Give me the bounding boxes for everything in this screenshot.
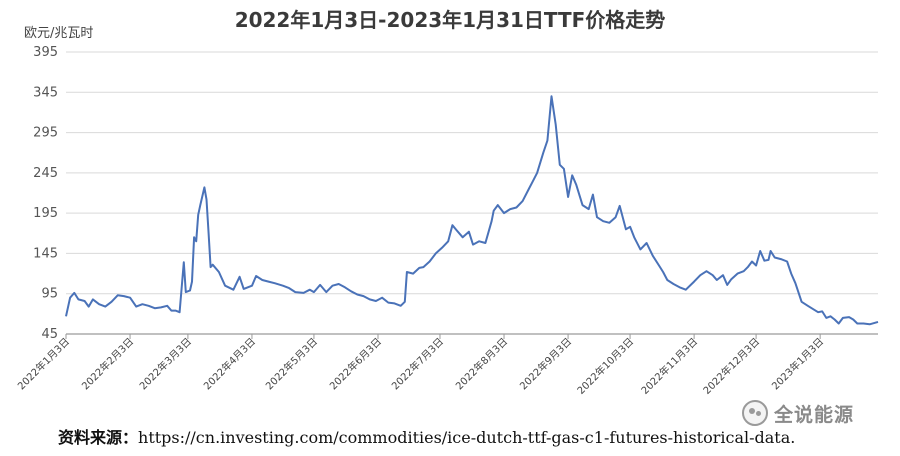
y-tick-label: 45 bbox=[41, 327, 58, 342]
y-tick-label: 395 bbox=[33, 45, 58, 60]
watermark-text: 全说能源 bbox=[774, 403, 855, 426]
y-tick-label: 345 bbox=[33, 85, 58, 100]
wechat-icon bbox=[742, 400, 768, 426]
x-tick-label: 2022年5月3日 bbox=[263, 335, 320, 392]
y-axis-ticks: 45 95 145 195 245 295 345 395 bbox=[33, 45, 58, 342]
grid-lines bbox=[66, 51, 878, 335]
y-tick-label: 145 bbox=[33, 246, 58, 261]
x-tick-label: 2022年9月3日 bbox=[517, 335, 574, 392]
x-tick-label: 2022年12月3日 bbox=[700, 335, 762, 397]
x-tick-label: 2022年3月3日 bbox=[137, 335, 194, 392]
x-tick-label: 2022年1月3日 bbox=[15, 335, 72, 392]
source-label: 资料来源： bbox=[58, 428, 139, 447]
x-tick-label: 2022年4月3日 bbox=[201, 335, 258, 392]
x-tick-label: 2022年8月3日 bbox=[453, 335, 510, 392]
x-tick-label: 2022年11月3日 bbox=[638, 335, 700, 397]
y-tick-label: 95 bbox=[41, 287, 58, 302]
source-note: 资料来源：https://cn.investing.com/commoditie… bbox=[58, 424, 795, 448]
x-tick-label: 2022年2月3日 bbox=[79, 335, 136, 392]
x-tick-label: 2022年10月3日 bbox=[574, 335, 636, 397]
price-series-line bbox=[65, 95, 879, 326]
y-axis-unit-label: 欧元/兆瓦时 bbox=[24, 26, 94, 41]
y-tick-label: 295 bbox=[33, 126, 58, 141]
y-tick-label: 245 bbox=[33, 166, 58, 181]
x-axis-ticks: 2022年1月3日 2022年2月3日 2022年3月3日 2022年4月3日 2022… bbox=[15, 334, 826, 397]
y-tick-label: 195 bbox=[33, 206, 58, 221]
watermark: 全说能源 bbox=[742, 399, 854, 427]
chart-title: 2022年1月3日-2023年1月31日TTF价格走势 bbox=[234, 8, 666, 32]
x-tick-label: 2023年1月3日 bbox=[769, 335, 826, 392]
x-tick-label: 2022年7月3日 bbox=[389, 335, 446, 392]
x-tick-label: 2022年6月3日 bbox=[327, 335, 384, 392]
source-url: https://cn.investing.com/commodities/ice… bbox=[138, 428, 796, 447]
